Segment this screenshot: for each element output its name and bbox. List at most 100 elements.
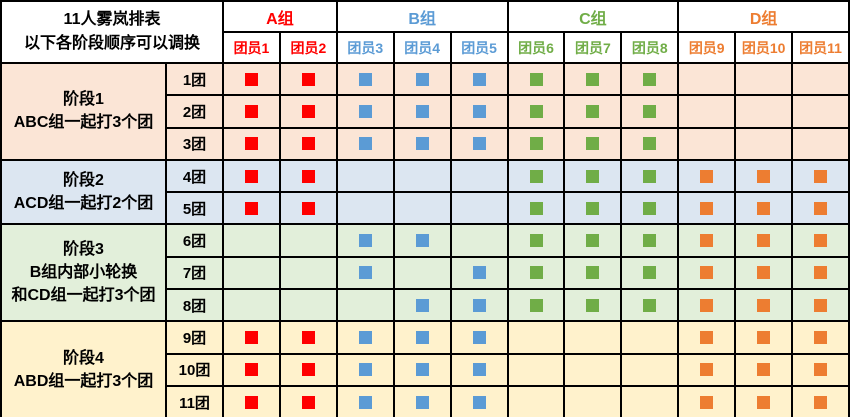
schedule-row: 阶段1 ABC组一起打3个团 1团 [0, 61, 850, 161]
assignment-square [472, 331, 486, 345]
round-label: 2团 [164, 94, 225, 129]
assignment-square [814, 298, 828, 312]
assignment-mark-cell [506, 94, 566, 129]
assignment-square [472, 137, 486, 151]
assignment-mark-cell [392, 126, 452, 161]
assignment-square [643, 104, 657, 118]
assignment-mark-cell [506, 126, 566, 161]
assignment-square [244, 395, 258, 409]
empty-cell [620, 384, 680, 417]
stage-label-line: 阶段4 [63, 349, 104, 367]
assignment-square [814, 201, 828, 215]
assignment-square [757, 298, 771, 312]
assignment-square [757, 201, 771, 215]
assignment-mark-cell [449, 288, 509, 323]
assignment-mark-cell [506, 288, 566, 323]
assignment-square [358, 137, 372, 151]
assignment-square [415, 363, 429, 377]
assignment-mark-cell [278, 94, 338, 129]
empty-cell [392, 158, 452, 194]
round-label: 4团 [164, 158, 225, 194]
assignment-mark-cell [620, 288, 680, 323]
assignment-mark-cell [278, 158, 338, 194]
assignment-square [529, 266, 543, 280]
assignment-square [244, 169, 258, 183]
assignment-square [643, 137, 657, 151]
empty-cell [563, 352, 623, 387]
round-label: 10团 [164, 352, 225, 387]
assignment-square [586, 298, 600, 312]
assignment-square [643, 169, 657, 183]
round-label: 6团 [164, 223, 225, 258]
assignment-mark-cell [677, 320, 737, 355]
empty-cell [392, 191, 452, 226]
assignment-mark-cell [563, 223, 623, 258]
assignment-mark-cell [449, 94, 509, 129]
group-header-4: D组 [677, 0, 850, 33]
group-header-1: A组 [222, 0, 338, 33]
assignment-square [415, 331, 429, 345]
stage-label-line: ACD组一起打2个团 [13, 195, 154, 213]
assignment-mark-cell [392, 288, 452, 323]
assignment-square [472, 266, 486, 280]
schedule-row: 7团 [1, 255, 850, 291]
round-label: 9团 [164, 320, 225, 355]
stage-label-line: ABC组一起打3个团 [13, 114, 154, 132]
empty-cell [677, 126, 737, 161]
assignment-square [700, 169, 714, 183]
assignment-mark-cell [620, 94, 680, 129]
assignment-square [529, 72, 543, 86]
assignment-square [814, 395, 828, 409]
member-header: 团员6 [506, 31, 566, 64]
assignment-square [301, 363, 315, 377]
assignment-square [358, 395, 372, 409]
assignment-square [529, 137, 543, 151]
empty-cell [620, 352, 680, 387]
assignment-square [643, 234, 657, 248]
empty-cell [335, 191, 395, 226]
assignment-square [643, 266, 657, 280]
assignment-mark-cell [791, 288, 850, 323]
assignment-square [472, 72, 486, 86]
schedule-row: 8团 [1, 288, 850, 323]
empty-cell [734, 61, 794, 97]
title-line-2: 以下各阶段顺序可以调换 [24, 35, 201, 52]
empty-cell [506, 320, 566, 355]
assignment-mark-cell [677, 352, 737, 387]
assignment-square [643, 72, 657, 86]
assignment-square [586, 137, 600, 151]
assignment-square [301, 201, 315, 215]
assignment-mark-cell [278, 61, 338, 97]
assignment-mark-cell [506, 158, 566, 194]
assignment-mark-cell [278, 126, 338, 161]
schedule-row: 5团 [1, 191, 850, 226]
assignment-mark-cell [677, 158, 737, 194]
assignment-mark-cell [449, 384, 509, 417]
assignment-mark-cell [278, 191, 338, 226]
assignment-square [643, 298, 657, 312]
assignment-mark-cell [278, 352, 338, 387]
assignment-square [757, 331, 771, 345]
assignment-square [301, 169, 315, 183]
assignment-mark-cell [791, 384, 850, 417]
schedule-row: 2团 [1, 94, 850, 129]
assignment-square [529, 104, 543, 118]
assignment-mark-cell [449, 352, 509, 387]
member-header: 团员2 [278, 31, 338, 64]
assignment-square [757, 363, 771, 377]
assignment-square [415, 298, 429, 312]
assignment-square [586, 72, 600, 86]
group-header-2: B组 [335, 0, 509, 33]
member-header: 团员3 [335, 31, 395, 64]
assignment-mark-cell [449, 61, 509, 97]
assignment-mark-cell [677, 288, 737, 323]
assignment-mark-cell [620, 126, 680, 161]
assignment-square [700, 266, 714, 280]
assignment-square [472, 104, 486, 118]
assignment-mark-cell [734, 320, 794, 355]
assignment-square [586, 201, 600, 215]
assignment-square [301, 72, 315, 86]
assignment-mark-cell [791, 255, 850, 291]
